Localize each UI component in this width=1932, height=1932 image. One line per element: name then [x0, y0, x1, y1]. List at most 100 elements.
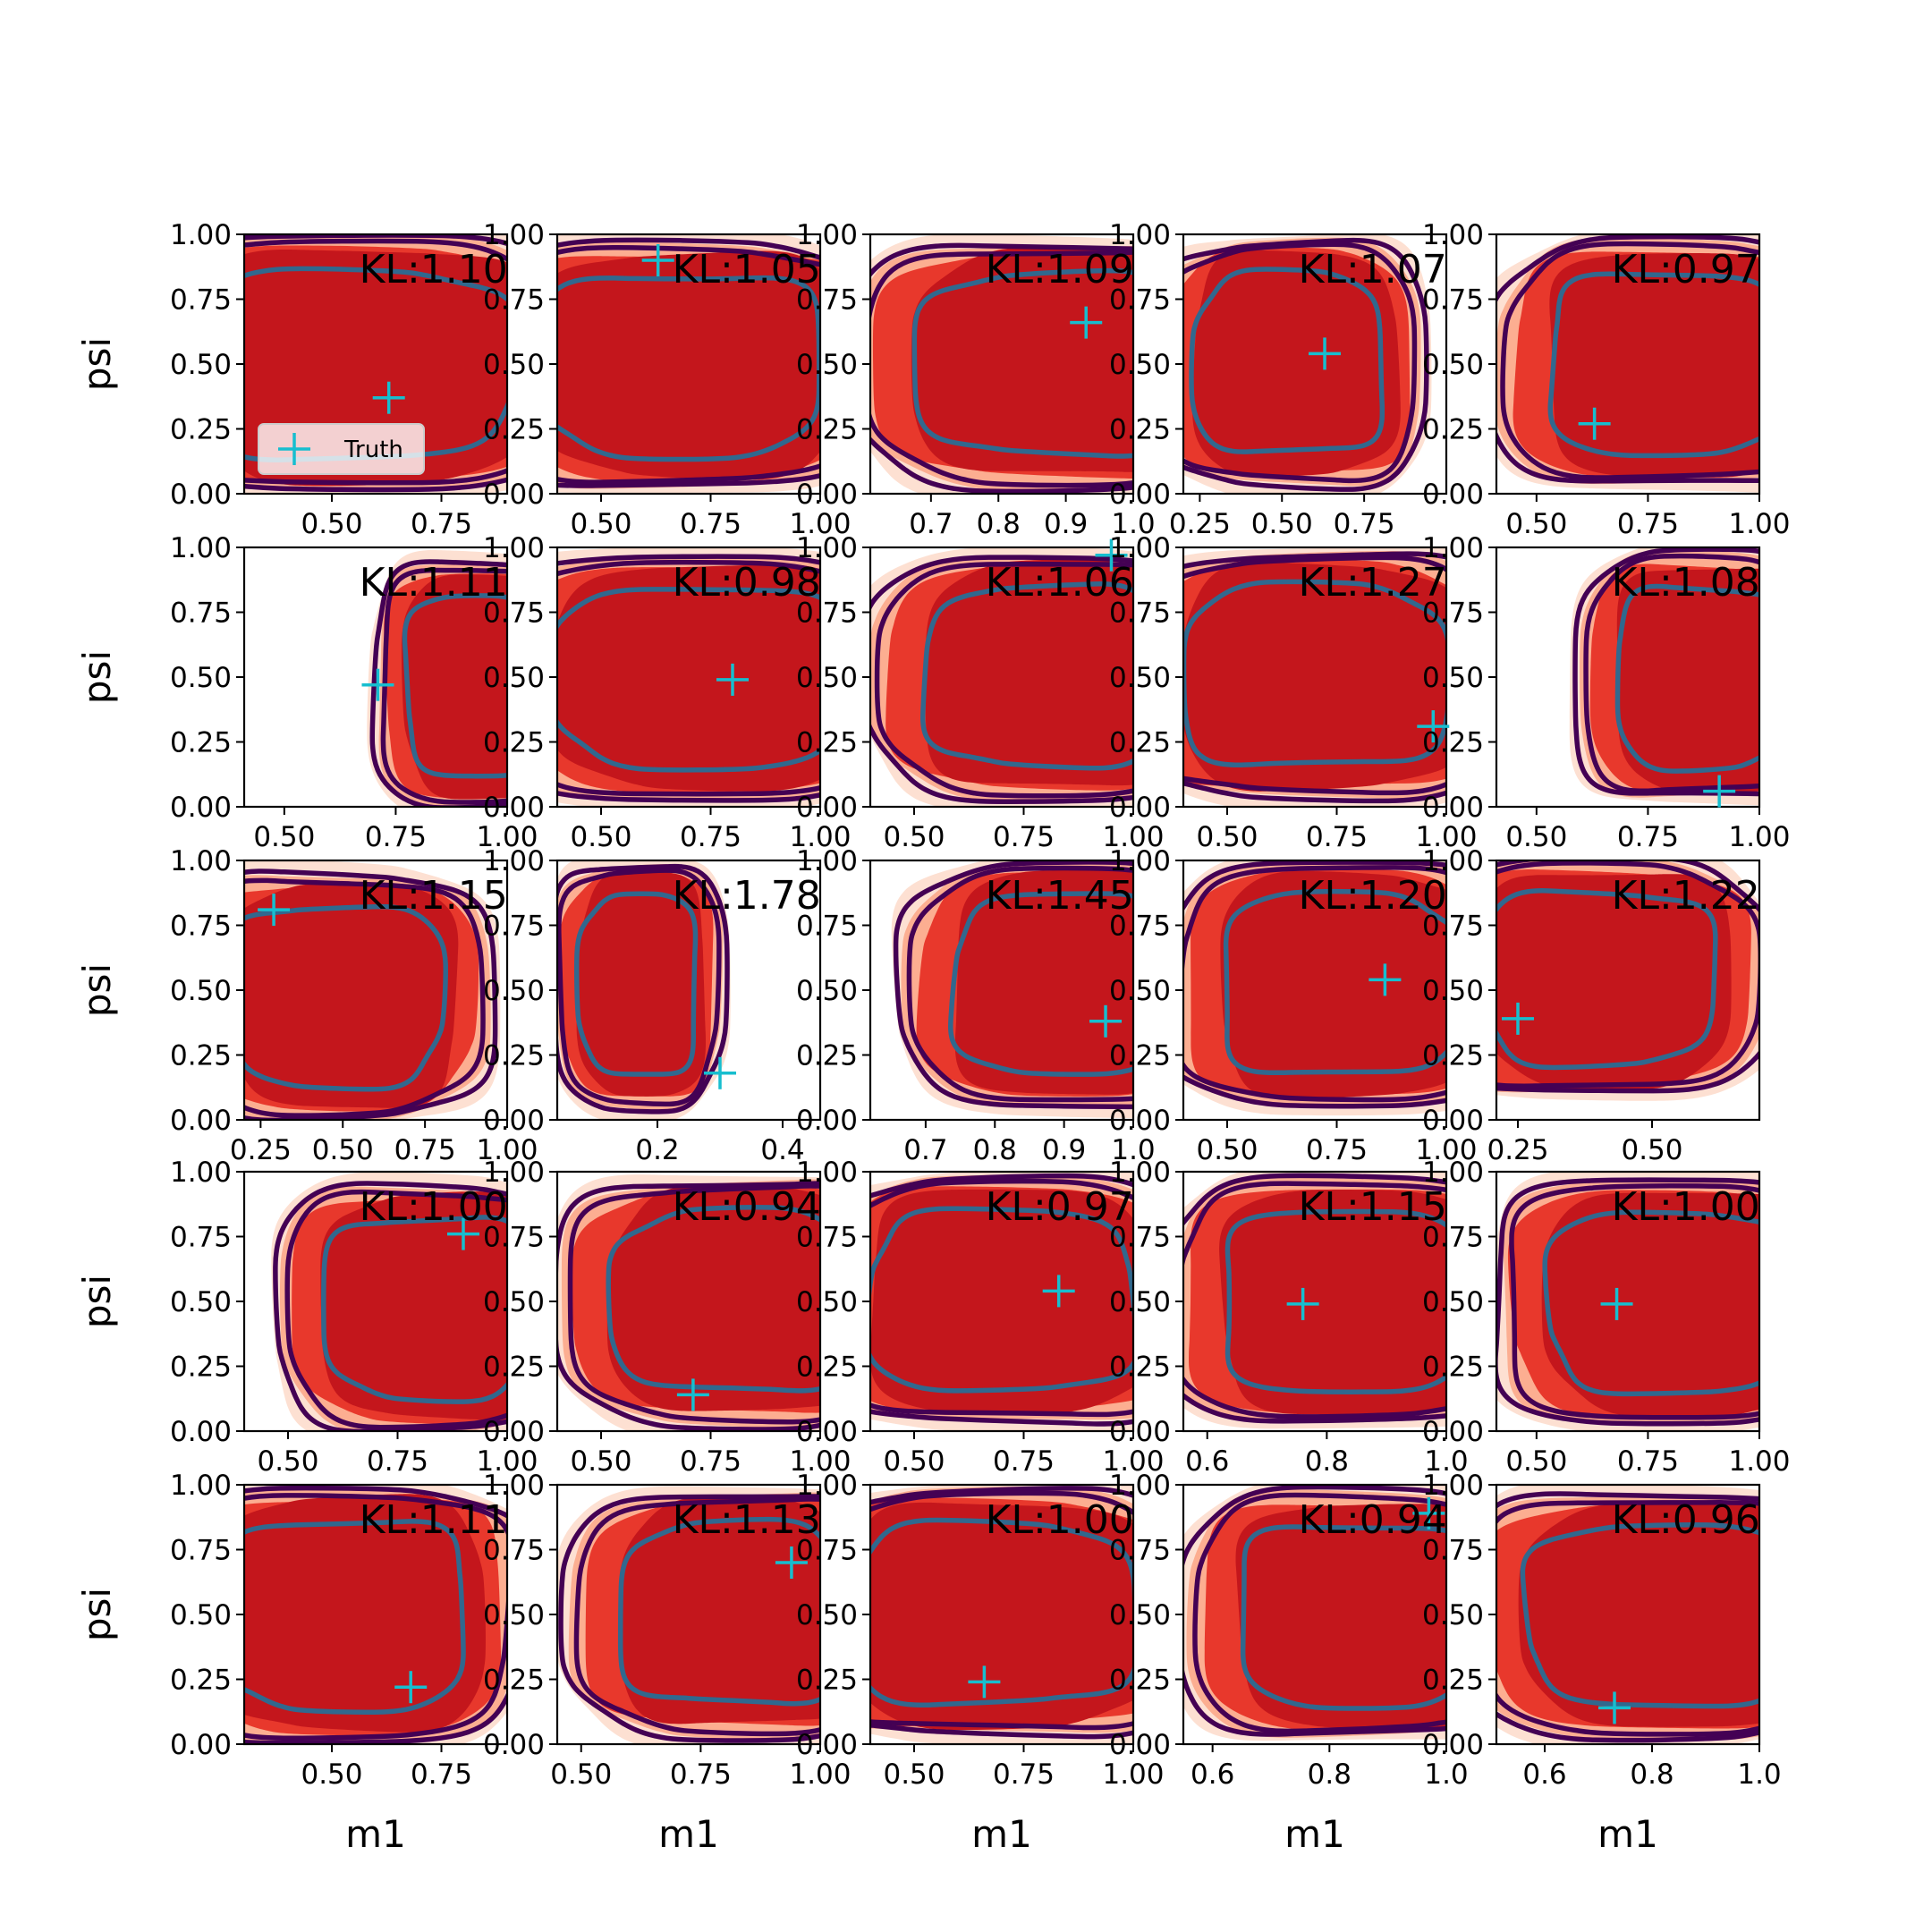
middle-contour-line	[1509, 1183, 1759, 1420]
kl-label: KL:1.05	[673, 247, 821, 292]
y-tick-label: 1.00	[1422, 1157, 1484, 1189]
kl-label: KL:0.94	[1299, 1497, 1447, 1543]
outer-contour-line	[1496, 1177, 1759, 1427]
truth-marker	[1578, 407, 1611, 440]
y-tick-label: 0.25	[170, 414, 232, 446]
x-tick-label: 0.50	[1505, 508, 1567, 540]
subplot-2-5: 0.00 0.25 0.50 0.75 1.00 0.50 0.75 1.00 KL:1.08	[1422, 532, 1791, 853]
x-tick-label: 0.8	[973, 1134, 1017, 1166]
y-tick-label: 0.25	[483, 1040, 545, 1072]
density-fill-level-4	[1496, 874, 1732, 1090]
y-tick-label: 0.00	[483, 792, 545, 824]
y-tick-label: 0.25	[796, 1665, 858, 1697]
y-tick-label: 0.25	[1422, 414, 1484, 446]
x-tick-label: 1.00	[476, 821, 538, 853]
x-tick-label: 0.50	[1621, 1134, 1682, 1166]
middle-contour-line	[244, 238, 507, 486]
y-tick-label: 0.75	[1422, 1222, 1484, 1254]
kl-label: KL:1.27	[1299, 560, 1447, 606]
x-tick-label: 0.75	[680, 508, 741, 540]
y-tick-label: 0.75	[1109, 911, 1171, 943]
middle-contour-line	[1192, 1492, 1446, 1734]
x-tick-label: 0.50	[550, 1758, 612, 1791]
x-tick-label: 0.9	[1044, 508, 1088, 540]
outer-contour-line	[557, 237, 820, 488]
density-fill-level-4	[1541, 1192, 1759, 1418]
y-tick-label: 0.50	[1422, 1599, 1484, 1631]
y-tick-label: 0.50	[1422, 662, 1484, 694]
density-fill-level-4	[618, 1496, 820, 1724]
y-tick-label: 0.50	[170, 1599, 232, 1631]
truth-marker	[1095, 538, 1128, 572]
truth-marker	[676, 1378, 709, 1411]
subplot-5-1: 0.00 0.25 0.50 0.75 1.00 0.50 0.75 KL:1.11 psi m1	[75, 1470, 509, 1856]
y-tick-label: 1.00	[1422, 845, 1484, 877]
middle-contour-line	[870, 1490, 1133, 1731]
inner-contour-line	[244, 266, 507, 462]
kl-label: KL:1.07	[1299, 247, 1447, 292]
middle-contour-line	[573, 1496, 820, 1737]
y-tick-label: 0.00	[1422, 1416, 1484, 1448]
y-tick-label: 0.00	[796, 792, 858, 824]
x-tick-label: 0.6	[1185, 1445, 1229, 1478]
y-tick-label: 0.25	[1422, 1665, 1484, 1697]
x-tick-label: 0.50	[1505, 1445, 1567, 1478]
y-tick-label: 1.00	[1422, 1470, 1484, 1502]
x-tick-label: 1.0	[1424, 1758, 1468, 1791]
inner-contour-line	[911, 267, 1133, 459]
density-contours	[1496, 1485, 1759, 1744]
x-tick-label: 0.75	[411, 508, 472, 540]
y-tick-label: 0.25	[1422, 727, 1484, 759]
kl-label: KL:1.11	[360, 1497, 508, 1543]
middle-contour-line	[1183, 242, 1418, 484]
y-tick-label: 0.75	[1109, 284, 1171, 317]
x-tick-label: 1.00	[1415, 821, 1477, 853]
x-tick-label: 0.50	[570, 508, 631, 540]
x-tick-label: 0.2	[635, 1134, 679, 1166]
kl-label: KL:0.97	[986, 1184, 1134, 1230]
y-tick-label: 0.50	[483, 975, 545, 1007]
kl-label: KL:1.11	[360, 560, 508, 606]
inner-contour-line	[1547, 271, 1759, 459]
y-tick-label: 0.00	[796, 1729, 858, 1761]
density-contours	[891, 860, 1133, 1119]
kl-label: KL:1.06	[986, 560, 1134, 606]
x-tick-label: 0.75	[993, 1445, 1055, 1478]
y-tick-label: 0.25	[483, 414, 545, 446]
subplot-4-2: 0.00 0.25 0.50 0.75 1.00 0.50 0.75 1.00 KL:0.94	[483, 1157, 852, 1478]
density-fill-level-4	[954, 869, 1133, 1095]
x-tick-label: 1.00	[1102, 821, 1164, 853]
kl-label: KL:1.45	[986, 873, 1134, 919]
inner-contour-line	[1223, 888, 1446, 1076]
x-tick-label: 0.75	[1334, 508, 1395, 540]
y-axis-title: psi	[75, 650, 119, 704]
x-tick-label: 0.50	[253, 821, 315, 853]
density-contours	[1183, 234, 1432, 494]
y-tick-label: 0.25	[796, 1040, 858, 1072]
outer-contour-line	[244, 1485, 507, 1744]
truth-marker	[258, 894, 291, 927]
y-tick-label: 0.50	[796, 975, 858, 1007]
y-tick-label: 0.25	[1109, 414, 1171, 446]
x-tick-label: 0.75	[1617, 508, 1679, 540]
middle-contour-line	[567, 1183, 820, 1425]
y-tick-label: 0.50	[796, 1599, 858, 1631]
y-tick-label: 0.50	[1422, 975, 1484, 1007]
density-fill-level-4	[576, 872, 706, 1097]
middle-contour-line	[870, 1178, 1133, 1418]
y-tick-label: 1.00	[170, 845, 232, 877]
x-tick-label: 0.75	[411, 1758, 472, 1791]
x-tick-label: 0.75	[993, 1758, 1055, 1791]
density-fill-level-4	[244, 882, 459, 1108]
x-tick-label: 0.50	[1196, 1134, 1258, 1166]
y-axis-title: psi	[75, 337, 119, 391]
density-fill-level-4	[1616, 568, 1759, 794]
inner-contour-line	[1224, 1208, 1446, 1394]
density-contours	[1569, 547, 1759, 806]
subplot-5-4: 0.00 0.25 0.50 0.75 1.00 0.6 0.8 1.0 KL:0.94 m1	[1109, 1470, 1469, 1856]
density-fill-level-4	[557, 564, 820, 792]
x-tick-label: 0.50	[312, 1134, 374, 1166]
x-tick-label: 0.75	[680, 821, 741, 853]
x-tick-label: 1.00	[1102, 1445, 1164, 1478]
